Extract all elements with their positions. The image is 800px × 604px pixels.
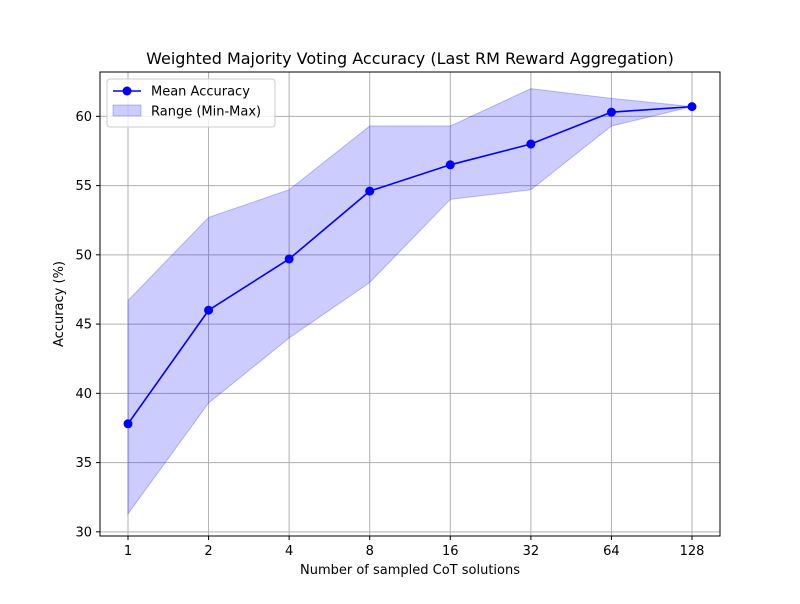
y-axis-ticks: 30 35 40 45 50 55 60 xyxy=(75,110,100,540)
legend-mean-marker-swatch xyxy=(122,86,132,96)
y-tick-label: 30 xyxy=(75,525,92,540)
x-tick-label: 2 xyxy=(204,544,212,559)
x-tick-label: 32 xyxy=(523,544,540,559)
legend-label-mean: Mean Accuracy xyxy=(151,85,250,100)
y-tick-label: 50 xyxy=(75,248,92,263)
mean-accuracy-point xyxy=(687,102,697,112)
mean-accuracy-point xyxy=(445,160,455,170)
x-tick-label: 64 xyxy=(603,544,620,559)
range-band xyxy=(127,88,693,516)
mean-accuracy-line xyxy=(127,105,693,425)
y-axis-label: Accuracy (%) xyxy=(52,261,67,347)
y-tick-label: 60 xyxy=(75,110,92,125)
y-tick-label: 45 xyxy=(75,318,92,333)
x-tick-label: 128 xyxy=(680,544,705,559)
y-tick-label: 40 xyxy=(75,387,92,402)
mean-accuracy-point xyxy=(204,305,214,315)
mean-accuracy-point xyxy=(284,254,294,264)
mean-accuracy-point xyxy=(606,107,616,117)
legend-range-swatch xyxy=(112,104,142,117)
x-tick-label: 8 xyxy=(366,544,374,559)
mean-accuracy-point xyxy=(365,186,375,196)
mean-line-layer xyxy=(127,105,693,425)
range-band-layer xyxy=(127,88,693,516)
mean-points-layer xyxy=(123,102,697,429)
legend-box xyxy=(106,78,276,128)
x-tick-label: 4 xyxy=(285,544,293,559)
y-tick-label: 55 xyxy=(75,179,92,194)
x-tick-label: 16 xyxy=(442,544,459,559)
x-tick-label: 1 xyxy=(124,544,132,559)
x-axis-ticks: 1 2 4 8 16 32 64 128 xyxy=(124,536,705,559)
plot-frame xyxy=(99,71,721,537)
legend: Mean Accuracy Range (Min-Max) xyxy=(106,78,276,128)
chart-title: Weighted Majority Voting Accuracy (Last … xyxy=(146,49,674,68)
mean-accuracy-point xyxy=(123,419,133,429)
legend-label-range: Range (Min-Max) xyxy=(151,105,261,120)
y-tick-label: 35 xyxy=(75,456,92,471)
mean-accuracy-point xyxy=(526,139,536,149)
grid-lines xyxy=(100,72,720,536)
x-axis-label: Number of sampled CoT solutions xyxy=(300,563,520,578)
